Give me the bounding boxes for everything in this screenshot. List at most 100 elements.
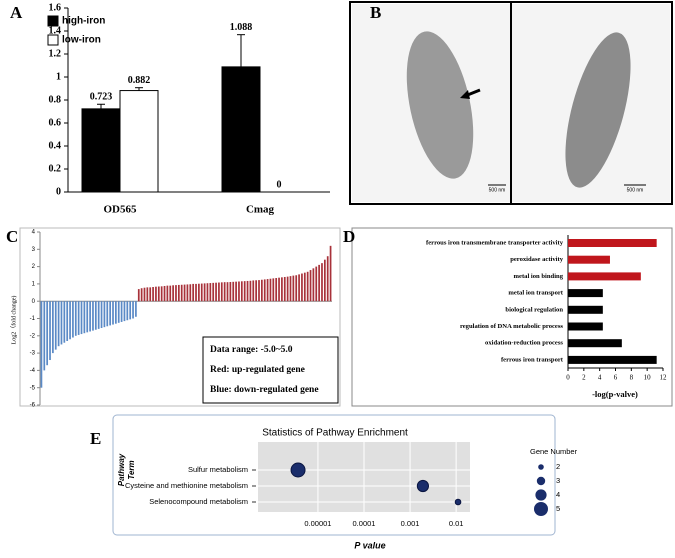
bar <box>163 285 166 302</box>
bar <box>309 270 312 302</box>
panel-frame <box>351 227 673 407</box>
bar <box>80 301 83 335</box>
bar <box>272 278 275 302</box>
bar <box>149 287 152 302</box>
bar <box>258 280 260 302</box>
bar <box>146 287 149 302</box>
x-tick-label: 10 <box>644 374 652 382</box>
y-tick-label: -3 <box>30 351 36 357</box>
y-tick-label: oxidation-reduction process <box>485 340 563 347</box>
bar <box>286 276 289 302</box>
scale-label: 500 nm <box>489 187 506 193</box>
bar <box>200 283 203 302</box>
bar <box>303 272 306 302</box>
micrograph-panel: 500 nm 500 nm B <box>349 1 673 205</box>
bar <box>40 301 43 388</box>
legend-label: low-iron <box>62 35 101 46</box>
panel-letter: D <box>343 227 355 246</box>
y-tick-label: 0 <box>56 186 61 197</box>
bar <box>275 278 278 302</box>
legend-swatch <box>47 15 59 27</box>
bar <box>198 283 200 302</box>
bar <box>229 281 232 302</box>
y-tick-label: Sulfur metabolism <box>188 465 248 474</box>
bar <box>283 276 286 302</box>
y-tick-label: 1.2 <box>49 48 62 59</box>
bar <box>568 322 603 331</box>
bar <box>66 301 69 341</box>
bar <box>74 301 77 336</box>
y-tick-label: 0.4 <box>49 140 62 151</box>
bar <box>183 284 186 302</box>
bar <box>83 301 86 334</box>
bar <box>103 301 106 328</box>
bar <box>295 275 298 302</box>
y-tick-label: 1.6 <box>49 2 62 13</box>
panel-frame <box>112 414 556 536</box>
bar <box>212 282 215 302</box>
data-label: 0.882 <box>128 75 151 86</box>
x-tick-label: 0.0001 <box>353 519 376 528</box>
y-tick-label: 1 <box>56 71 61 82</box>
bar <box>281 277 283 302</box>
bar <box>180 284 183 302</box>
bar <box>206 283 209 302</box>
y-tick-label: ferrous iron transmembrane transporter a… <box>426 240 564 247</box>
bar <box>232 281 235 302</box>
bar <box>69 301 71 340</box>
bar <box>306 271 309 302</box>
y-tick-label: 0.8 <box>49 94 62 105</box>
bar <box>568 272 641 281</box>
bar <box>60 301 63 345</box>
x-tick-label: 8 <box>630 374 634 382</box>
bar <box>189 284 192 302</box>
bar <box>186 284 189 302</box>
bar <box>192 283 195 302</box>
bar <box>117 301 120 323</box>
bar <box>263 279 266 302</box>
x-tick-label: 0.001 <box>401 519 420 528</box>
bar <box>100 301 103 329</box>
annotation: Data range: -5.0~5.0 <box>210 345 293 355</box>
annotation-box <box>202 336 339 404</box>
legend-label: 2 <box>556 462 560 471</box>
y-tick-label: Cysteine and methionine metabolism <box>125 481 248 490</box>
bar <box>166 285 169 302</box>
bar <box>132 301 134 319</box>
bar <box>106 301 109 327</box>
bar <box>249 280 252 302</box>
bar <box>143 287 146 302</box>
bar <box>172 285 174 302</box>
bar <box>278 277 280 302</box>
bar <box>52 301 54 354</box>
bar <box>49 301 51 361</box>
legend-bubble <box>534 502 548 516</box>
bar <box>246 280 249 302</box>
legend-label: 3 <box>556 476 560 485</box>
data-label: 1.088 <box>230 22 253 33</box>
bar <box>109 301 111 326</box>
bar <box>209 283 212 302</box>
x-tick-label: OD565 <box>104 204 138 216</box>
y-axis-label: Pathway <box>117 453 126 486</box>
legend-label: 4 <box>556 490 560 499</box>
y-tick-label: -5 <box>30 385 36 391</box>
x-tick-label: 12 <box>660 374 668 382</box>
bar <box>223 282 226 302</box>
x-tick-label: Cmag <box>246 204 275 216</box>
bar <box>152 287 154 302</box>
bar <box>203 283 206 302</box>
bar <box>169 285 172 302</box>
bar <box>255 280 257 302</box>
legend-bubble <box>535 489 547 501</box>
annotation: Red: up-regulated gene <box>210 365 305 375</box>
y-tick-label: 0.6 <box>49 117 62 128</box>
bar <box>298 274 300 302</box>
bar <box>261 279 263 302</box>
bar <box>329 245 332 302</box>
y-tick-label: metal ion binding <box>514 273 564 280</box>
y-axis-label: Term <box>127 460 136 479</box>
bar <box>240 281 243 302</box>
bar <box>112 301 114 325</box>
